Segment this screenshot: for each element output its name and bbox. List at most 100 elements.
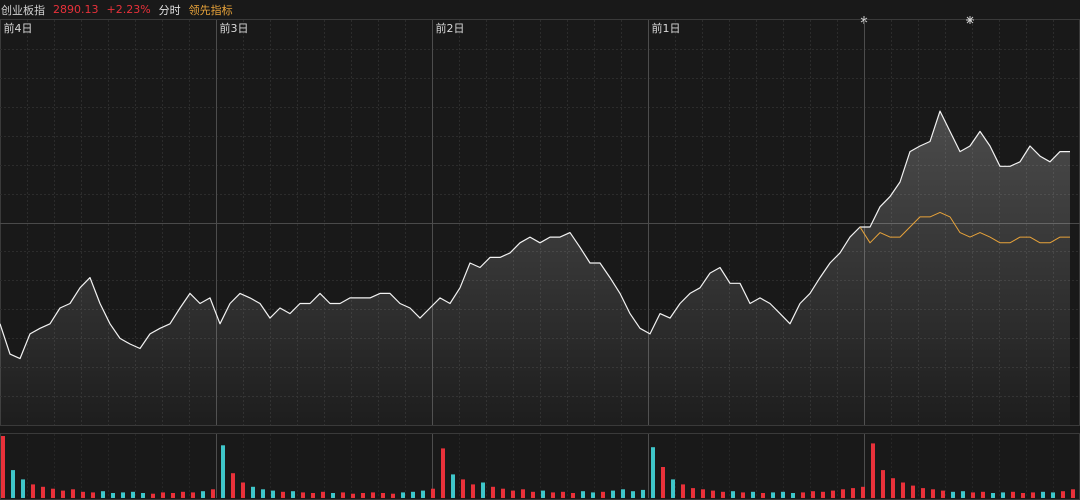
volume-bar (281, 491, 285, 498)
volume-bar (611, 490, 615, 498)
volume-bar (51, 488, 55, 498)
volume-bar (181, 491, 185, 498)
volume-bar (931, 489, 935, 498)
mode-tab[interactable]: 分时 (158, 3, 181, 17)
volume-bar (381, 493, 385, 498)
volume-bar (421, 490, 425, 498)
volume-bar (601, 491, 605, 498)
volume-bar (501, 488, 505, 498)
volume-bar (451, 474, 455, 498)
volume-bar (741, 492, 745, 498)
volume-bar (101, 491, 105, 498)
volume-bar (331, 493, 335, 498)
volume-bar (541, 490, 545, 498)
volume-bar (911, 485, 915, 498)
price-line (0, 110, 1070, 360)
volume-bar (471, 484, 475, 498)
volume-bar (811, 491, 815, 498)
volume-bar (701, 489, 705, 498)
change: +2.23% (106, 3, 151, 16)
volume-bar (1061, 491, 1065, 498)
volume-bar (401, 492, 405, 498)
volume-bar (561, 491, 565, 498)
volume-bar (81, 491, 85, 498)
volume-bar (991, 493, 995, 498)
volume-bar (171, 493, 175, 498)
volume-bar (491, 486, 495, 498)
volume-bar (21, 479, 25, 498)
volume-bar (721, 491, 725, 498)
volume-bar (481, 482, 485, 498)
volume-bar (1071, 489, 1075, 498)
legend-entry[interactable]: 领先指标 (188, 3, 233, 17)
volume-bar (291, 491, 295, 498)
volume-bar (301, 492, 305, 498)
volume-bar (641, 489, 645, 498)
volume-bar (951, 491, 955, 498)
volume-bar (61, 490, 65, 498)
volume-bar (861, 486, 865, 498)
indicator-line (859, 211, 1070, 244)
volume-bar (131, 491, 135, 498)
volume-bar (1001, 492, 1005, 498)
volume-bar (311, 493, 315, 498)
x-tick-label: 前4日 (4, 21, 33, 35)
index-name: 创业板指 (1, 3, 45, 17)
volume-bar (771, 492, 775, 498)
volume-bar (411, 491, 415, 498)
volume-bar (251, 486, 255, 498)
volume-bar (71, 489, 75, 498)
volume-bar (241, 482, 245, 498)
volume-bar (881, 470, 885, 498)
volume-bar (191, 492, 195, 498)
volume-bar (841, 489, 845, 498)
volume-bar (261, 489, 265, 498)
header: 创业板指 2890.13 +2.23% 分时 领先指标 (0, 0, 1080, 19)
volume-bar (621, 489, 625, 498)
volume-bar (961, 491, 965, 498)
volume-bar (221, 445, 225, 498)
volume-bar (891, 478, 895, 498)
volume-bar (201, 491, 205, 498)
volume-bar (461, 479, 465, 498)
volume-bar (581, 491, 585, 498)
volume-bar (271, 490, 275, 498)
volume-bar (671, 479, 675, 498)
volume-bar (1021, 493, 1025, 498)
volume-bar (321, 491, 325, 498)
volume-bar (941, 490, 945, 498)
volume-bar (751, 491, 755, 498)
volume-bar (41, 486, 45, 498)
volume-bar (1041, 491, 1045, 498)
volume-bar (371, 492, 375, 498)
price-area (0, 111, 1070, 425)
volume-bar (121, 492, 125, 498)
volume-bar (511, 490, 515, 498)
volume-bar (711, 490, 715, 498)
volume-bar (681, 484, 685, 498)
volume-bar (521, 489, 525, 498)
volume-bar (631, 491, 635, 498)
volume-bar (31, 484, 35, 498)
volume-bar (1, 436, 5, 498)
volume-bar (341, 492, 345, 498)
volume-bar (921, 488, 925, 498)
volume-bar (851, 488, 855, 498)
volume-bar (161, 492, 165, 498)
volume-bar (11, 470, 15, 498)
volume-bar (361, 493, 365, 498)
volume-bar (791, 493, 795, 498)
volume-bar (831, 490, 835, 498)
volume-bar (1031, 492, 1035, 498)
volume-bar (661, 467, 665, 498)
volume-bar (441, 448, 445, 498)
volume-bar (551, 492, 555, 498)
volume-bar (821, 491, 825, 498)
x-tick-label: 前3日 (220, 21, 249, 35)
volume-bar (1051, 492, 1055, 498)
volume-bar (591, 492, 595, 498)
volume-bar (151, 493, 155, 498)
volume-bar (531, 491, 535, 498)
